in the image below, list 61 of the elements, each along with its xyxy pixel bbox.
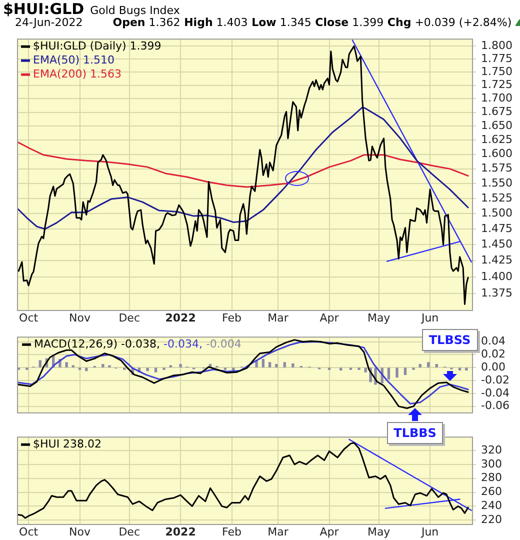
y-tick-label: 1.775 (481, 52, 512, 65)
y-tick-label: 1.625 (481, 132, 512, 146)
x-tick-label: Oct (19, 311, 39, 324)
chart-subtitle: Gold Bugs Index (90, 4, 180, 17)
y-tick-label: 0.02 (481, 348, 506, 361)
y-tick-label: 0.04 (481, 334, 506, 348)
y-tick-label: 1.500 (481, 206, 512, 220)
x-tick-label: Nov (69, 525, 92, 538)
legend-label: EMA(200) 1.563 (33, 67, 122, 80)
y-tick-label: 1.600 (481, 147, 512, 160)
y-tick-label: 240 (481, 499, 502, 512)
y-tick-label: 220 (481, 512, 502, 526)
y-tick-label: 1.525 (481, 191, 512, 204)
x-tick-label: May (367, 525, 391, 538)
y-tick-label: 1.550 (481, 176, 512, 190)
y-tick-label: 1.800 (481, 39, 512, 52)
y-tick-label: 1.575 (481, 162, 512, 175)
legend-label: EMA(50) 1.510 (33, 53, 115, 66)
y-tick-label: 1.425 (481, 254, 512, 267)
x-tick-label: 2022 (165, 525, 196, 538)
x-tick-label: Jun (420, 311, 439, 324)
y-tick-label: 300 (481, 457, 502, 470)
y-tick-label: -0.06 (481, 399, 510, 412)
x-tick-label: Nov (69, 311, 92, 324)
text: Open 1.362 High 1.403 Low 1.345 Close 1.399 Chg +0.039 (+2.84%) (112, 16, 512, 29)
annotation: TLBSS (422, 329, 478, 352)
y-tick-label: 1.650 (481, 118, 512, 132)
y-tick-label: 320 (481, 443, 502, 456)
x-tick-label: Oct (19, 525, 39, 538)
x-tick-label: Apr (320, 311, 340, 324)
y-tick-label: 1.450 (481, 238, 512, 251)
chart-title: $HUI:GLD (3, 0, 84, 18)
x-tick-label: May (367, 311, 391, 324)
x-tick-label: Mar (268, 525, 289, 538)
x-tick-label: Mar (268, 311, 289, 324)
y-tick-label: 1.675 (481, 105, 512, 118)
series-label: -0.004 (206, 337, 242, 350)
y-tick-label: 1.400 (481, 270, 512, 283)
text: 24-Jun-2022 (15, 16, 83, 29)
y-tick-label: 1.750 (481, 64, 512, 78)
y-tick-label: -0.04 (481, 386, 510, 400)
legend-label: $HUI 238.02 (33, 437, 102, 450)
y-tick-label: 280 (481, 471, 502, 484)
y-tick-label: 260 (481, 485, 502, 498)
x-tick-label: Feb (222, 311, 242, 324)
x-tick-label: 2022 (165, 311, 196, 324)
y-tick-label: 1.725 (481, 78, 512, 92)
x-tick-label: Dec (118, 311, 140, 324)
legend-label: $HUI:GLD (Daily) 1.399 (33, 39, 162, 52)
y-tick-label: -0.02 (481, 373, 510, 386)
legend-label: MACD(12,26,9) -0.038, (34, 337, 160, 350)
y-tick-label: 0.00 (481, 360, 506, 374)
y-tick-label: 1.700 (481, 92, 512, 105)
x-tick-label: Apr (320, 525, 340, 538)
y-tick-label: 1.375 (481, 286, 512, 300)
x-tick-label: Dec (118, 525, 140, 538)
x-tick-label: Feb (222, 525, 242, 538)
annotation: TLBBS (386, 422, 444, 444)
series-label: -0.034, (163, 337, 202, 350)
y-tick-label: 1.475 (481, 222, 512, 235)
x-tick-label: Jun (420, 525, 439, 538)
